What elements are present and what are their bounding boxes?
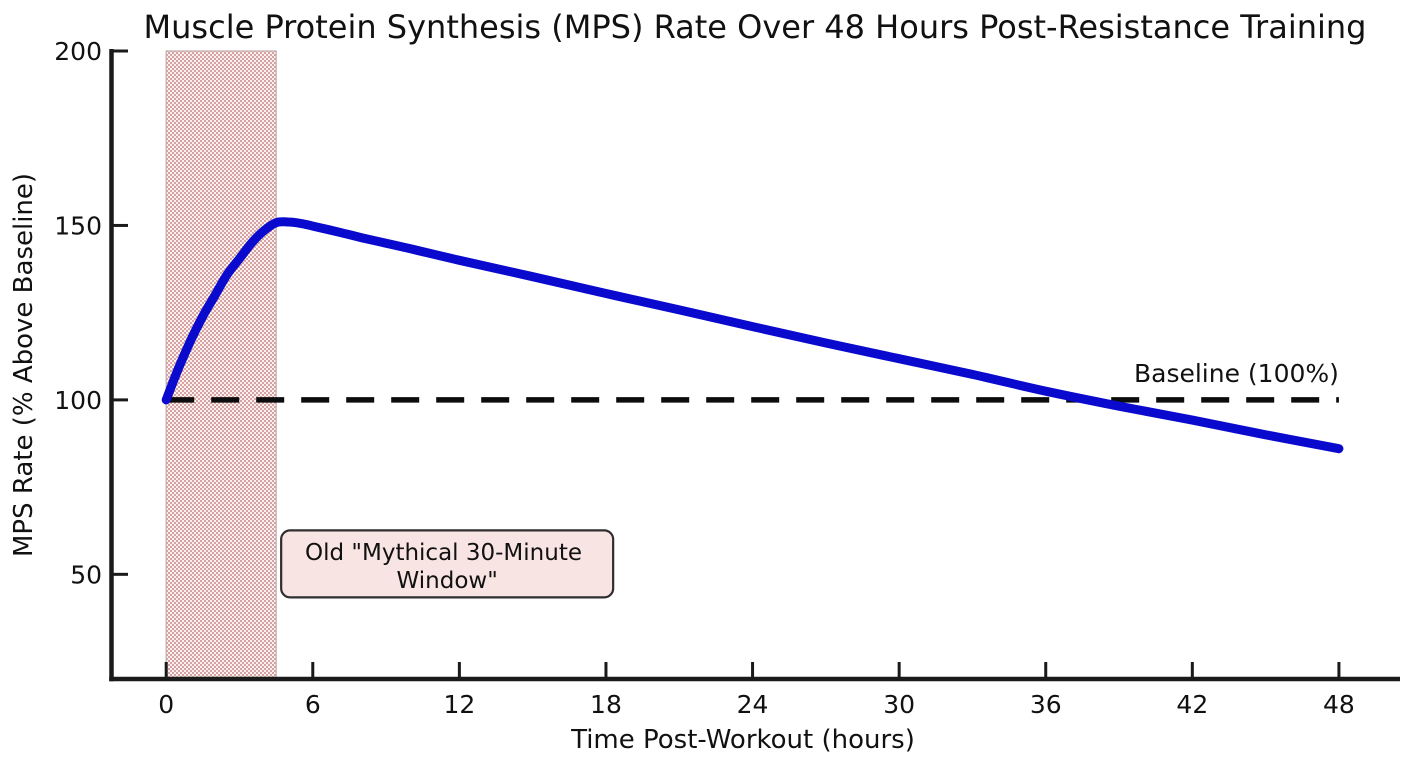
y-axis-label: MPS Rate (% Above Baseline) bbox=[9, 173, 39, 557]
y-tick-label: 50 bbox=[70, 560, 102, 589]
x-tick-label: 30 bbox=[883, 690, 915, 719]
axes-spines bbox=[109, 49, 1400, 682]
annotation-callout: Old "Mythical 30-Minute Window" bbox=[280, 529, 615, 599]
baseline-label: Baseline (100%) bbox=[1134, 359, 1339, 388]
x-axis: 0 6 12 18 24 30 36 42 48 bbox=[158, 662, 1355, 719]
mps-rate-curve bbox=[161, 217, 1344, 454]
y-tick-label: 100 bbox=[54, 386, 102, 415]
x-tick-label: 12 bbox=[443, 690, 475, 719]
x-tick-label: 0 bbox=[158, 690, 174, 719]
y-tick-label: 150 bbox=[54, 211, 102, 240]
x-axis-label: Time Post-Workout (hours) bbox=[570, 725, 915, 755]
chart-title: Muscle Protein Synthesis (MPS) Rate Over… bbox=[144, 8, 1367, 46]
y-tick-label: 200 bbox=[54, 37, 102, 66]
x-tick-label: 36 bbox=[1030, 690, 1062, 719]
x-tick-label: 48 bbox=[1323, 690, 1355, 719]
x-tick-label: 42 bbox=[1176, 690, 1208, 719]
annotation-text: Old "Mythical 30-Minute Window" bbox=[305, 540, 589, 594]
x-tick-label: 18 bbox=[590, 690, 622, 719]
annotation-box bbox=[280, 529, 615, 599]
x-tick-label: 24 bbox=[737, 690, 769, 719]
x-tick-label: 6 bbox=[305, 690, 321, 719]
y-axis: 50 100 150 200 bbox=[54, 37, 128, 589]
